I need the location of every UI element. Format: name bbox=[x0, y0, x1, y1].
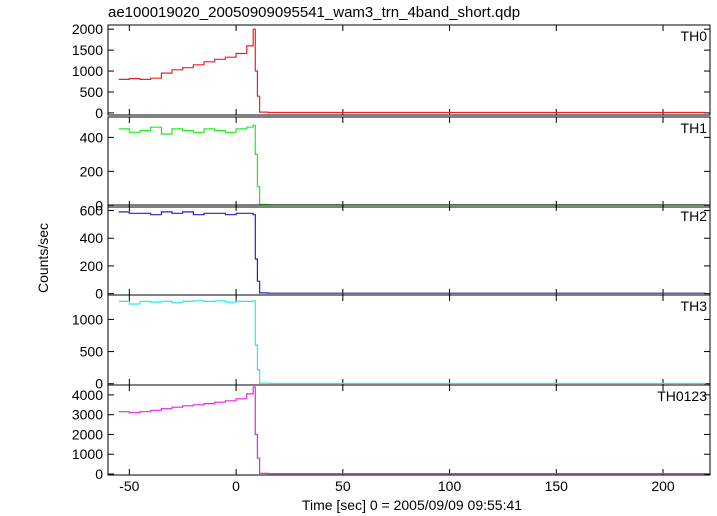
panel-frame bbox=[107, 204, 711, 296]
y-tick-label: 0 bbox=[95, 466, 103, 482]
series-line-th1 bbox=[118, 124, 706, 206]
y-tick-label: 1000 bbox=[72, 446, 103, 462]
y-tick-label: 1000 bbox=[72, 311, 103, 327]
panel-th2: 0 200 400 600 TH2 bbox=[80, 203, 711, 302]
series-line-th3 bbox=[118, 300, 706, 384]
panel-label: TH0 bbox=[681, 28, 708, 44]
panel-label: TH1 bbox=[681, 120, 708, 136]
panel-frame bbox=[107, 384, 711, 476]
panel-label: TH3 bbox=[681, 298, 708, 314]
y-tick-label: 4000 bbox=[72, 387, 103, 403]
x-tick-label: -50 bbox=[119, 478, 139, 494]
series-line-th0 bbox=[118, 28, 706, 114]
panel-frame bbox=[107, 294, 711, 386]
x-tick-label: 150 bbox=[545, 478, 569, 494]
y-tick-label: 200 bbox=[80, 163, 104, 179]
panel-th3: 0 500 1000 TH3 bbox=[72, 294, 711, 392]
x-tick-label: 0 bbox=[232, 478, 240, 494]
panel-label: TH0123 bbox=[657, 388, 707, 404]
panel-frame bbox=[107, 24, 711, 116]
panel-th0: 0 500 1000 1500 2000 TH0 bbox=[72, 21, 711, 121]
series-line-th0123 bbox=[118, 386, 706, 475]
y-tick-label: 600 bbox=[80, 203, 104, 219]
series-line-th2 bbox=[118, 211, 706, 294]
panel-frame bbox=[107, 116, 711, 208]
y-tick-label: 400 bbox=[80, 129, 104, 145]
x-tick-label: 200 bbox=[651, 478, 675, 494]
y-tick-label: 2000 bbox=[72, 426, 103, 442]
y-tick-label: 0 bbox=[95, 376, 103, 392]
chart-title: ae100019020_20050909095541_wam3_trn_4ban… bbox=[108, 4, 520, 21]
x-tick-label: 100 bbox=[438, 478, 462, 494]
panel-th1: 0 200 400 TH1 bbox=[80, 116, 711, 213]
panel-th0123: 0 1000 2000 3000 4000 TH0123 bbox=[72, 384, 711, 482]
panel-label: TH2 bbox=[681, 208, 708, 224]
y-tick-label: 400 bbox=[80, 230, 104, 246]
y-tick-label: 0 bbox=[95, 197, 103, 213]
y-tick-label: 1000 bbox=[72, 63, 103, 79]
y-tick-label: 500 bbox=[80, 344, 104, 360]
y-axis-label: Counts/sec bbox=[35, 223, 51, 293]
y-tick-label: 2000 bbox=[72, 21, 103, 37]
y-tick-label: 3000 bbox=[72, 407, 103, 423]
y-tick-label: 1500 bbox=[72, 42, 103, 58]
x-axis-label: Time [sec] 0 = 2005/09/09 09:55:41 bbox=[302, 497, 522, 513]
y-tick-label: 0 bbox=[95, 286, 103, 302]
y-tick-label: 500 bbox=[80, 84, 104, 100]
y-tick-label: 0 bbox=[95, 105, 103, 121]
x-tick-label: 50 bbox=[335, 478, 351, 494]
y-tick-label: 200 bbox=[80, 258, 104, 274]
